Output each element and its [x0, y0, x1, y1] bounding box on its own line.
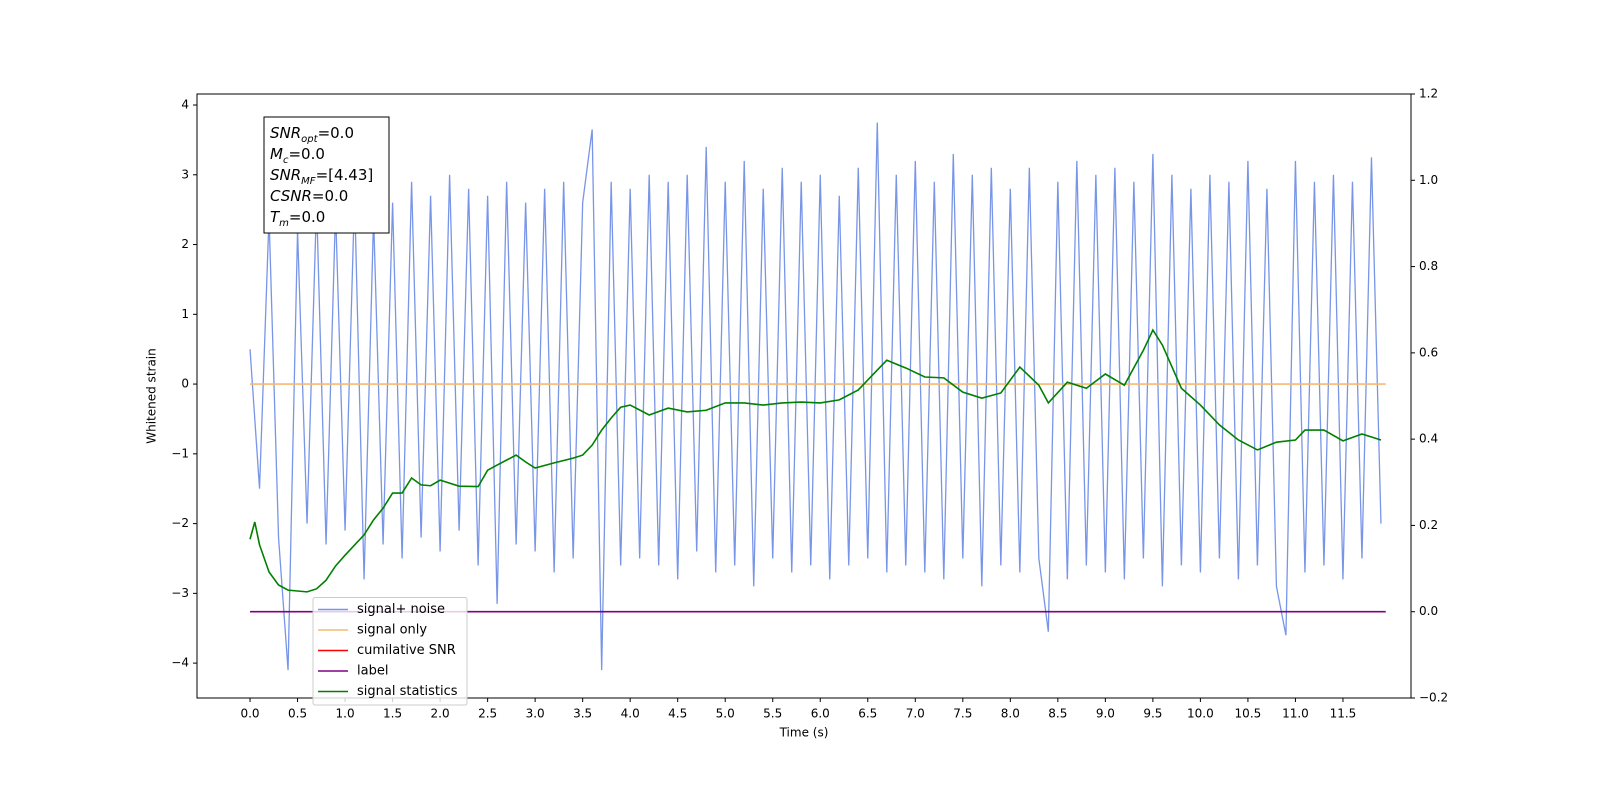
- x-tick-label: 8.0: [1001, 707, 1020, 721]
- y-axis-label: Whitened strain: [145, 348, 159, 444]
- x-tick-label: 10.5: [1235, 707, 1262, 721]
- annotation-name: SNR: [270, 124, 301, 142]
- annotation-name: T: [270, 208, 281, 226]
- annotation-value: =0.0: [318, 124, 354, 142]
- x-tick-label: 9.0: [1096, 707, 1115, 721]
- y-tick-label: −3: [171, 586, 189, 600]
- y2-tick-label: 0.4: [1419, 432, 1438, 446]
- y2-tick-label: 0.8: [1419, 259, 1438, 273]
- annotation-name: CSNR: [270, 187, 312, 205]
- y2-tick-label: 1.2: [1419, 87, 1438, 101]
- y2-tick-label: 0.6: [1419, 345, 1438, 359]
- x-tick-label: 11.5: [1330, 707, 1357, 721]
- series-line: [249, 328, 1382, 593]
- y-tick-label: −1: [171, 446, 189, 460]
- y2-tick-label: 0.2: [1419, 518, 1438, 532]
- annotation: Tm=0.0: [270, 208, 325, 229]
- annotation-value: =0.0: [289, 208, 325, 226]
- annotation-value: =0.0: [288, 145, 324, 163]
- annotation-name: SNR: [270, 166, 301, 184]
- annotation-sub: m: [279, 218, 289, 229]
- x-tick-label: 1.5: [383, 707, 402, 721]
- y2-tick-label: 0.0: [1419, 604, 1438, 618]
- annotation: Mc=0.0: [270, 145, 325, 166]
- annotation-sub: c: [283, 155, 289, 166]
- x-tick-label: 2.0: [431, 707, 450, 721]
- annotation: CSNR=0.0: [270, 187, 348, 205]
- x-tick-label: 6.0: [811, 707, 830, 721]
- x-tick-label: 2.5: [478, 707, 497, 721]
- x-tick-label: 3.5: [573, 707, 592, 721]
- x-tick-label: 0.5: [288, 707, 307, 721]
- y-tick-label: 2: [181, 237, 189, 251]
- x-tick-label: 10.0: [1187, 707, 1214, 721]
- annotation: SNRMF=[4.43]: [270, 166, 373, 187]
- x-tick-label: 5.5: [763, 707, 782, 721]
- y2-tick-label: −0.2: [1419, 691, 1448, 705]
- y-tick-label: 4: [181, 98, 189, 112]
- x-tick-label: 0.0: [240, 707, 259, 721]
- annotation-value: =0.0: [312, 187, 348, 205]
- legend-label: signal statistics: [357, 684, 458, 699]
- x-tick-label: 7.5: [953, 707, 972, 721]
- annotation: SNRopt=0.0: [270, 124, 354, 145]
- annotation-name: M: [270, 145, 283, 163]
- x-tick-label: 5.0: [716, 707, 735, 721]
- x-tick-label: 11.0: [1282, 707, 1309, 721]
- x-tick-label: 4.0: [621, 707, 640, 721]
- x-tick-label: 3.0: [526, 707, 545, 721]
- annotation-box: [263, 116, 390, 234]
- x-tick-label: 1.0: [336, 707, 355, 721]
- y-tick-label: −2: [171, 516, 189, 530]
- y-tick-label: 0: [181, 377, 189, 391]
- y-tick-label: 1: [181, 307, 189, 321]
- annotation-value: =[4.43]: [316, 166, 374, 184]
- x-tick-label: 7.0: [906, 707, 925, 721]
- annotation-sub: MF: [301, 176, 316, 187]
- legend-label: signal+ noise: [357, 602, 445, 617]
- annotation-sub: opt: [301, 134, 318, 145]
- legend-label: label: [357, 664, 388, 679]
- legend-label: signal only: [357, 623, 427, 638]
- y-tick-label: 3: [181, 167, 189, 181]
- x-tick-label: 8.5: [1048, 707, 1067, 721]
- legend-label: cumilative SNR: [357, 643, 456, 658]
- plot-frame: [196, 93, 1412, 699]
- legend-box: [312, 597, 468, 706]
- y-tick-label: −4: [171, 656, 189, 670]
- x-axis-label: Time (s): [779, 726, 829, 740]
- x-tick-label: 4.5: [668, 707, 687, 721]
- series-line: [249, 122, 1382, 671]
- x-tick-label: 6.5: [858, 707, 877, 721]
- x-tick-label: 9.5: [1143, 707, 1162, 721]
- y2-tick-label: 1.0: [1419, 173, 1438, 187]
